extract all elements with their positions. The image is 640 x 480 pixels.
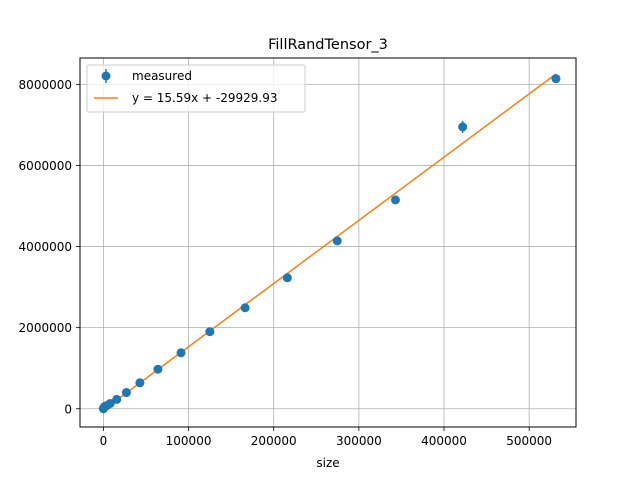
legend-label-fit: y = 15.59x + -29929.93 bbox=[132, 91, 278, 105]
data-points-layer bbox=[98, 74, 561, 414]
x-axis-label: size bbox=[316, 456, 339, 470]
y-tick-label: 4000000 bbox=[19, 240, 72, 254]
legend-entry-fit: y = 15.59x + -29929.93 bbox=[94, 91, 278, 105]
data-point bbox=[205, 327, 215, 337]
data-point bbox=[153, 364, 163, 374]
legend-box bbox=[86, 64, 306, 113]
data-point-marker bbox=[176, 348, 186, 358]
y-tick-label: 2000000 bbox=[19, 321, 72, 335]
data-point-marker bbox=[458, 122, 468, 132]
data-point-marker bbox=[112, 394, 122, 404]
data-point bbox=[105, 398, 115, 408]
data-point-marker bbox=[332, 236, 342, 246]
chart-title: FillRandTensor_3 bbox=[268, 37, 388, 53]
x-tick-label: 300000 bbox=[336, 434, 382, 448]
x-tick-label: 0 bbox=[100, 434, 108, 448]
legend: measured y = 15.59x + -29929.93 bbox=[86, 64, 306, 113]
data-point bbox=[551, 74, 561, 84]
data-point-marker bbox=[390, 195, 400, 205]
x-tick-label: 100000 bbox=[166, 434, 212, 448]
data-point-marker bbox=[205, 327, 215, 337]
plot-area-frame bbox=[79, 57, 577, 428]
x-tick-label: 200000 bbox=[251, 434, 297, 448]
x-tick-label: 500000 bbox=[506, 434, 552, 448]
data-point-marker bbox=[153, 364, 163, 374]
data-point-marker bbox=[105, 398, 115, 408]
data-point-marker bbox=[551, 74, 561, 84]
legend-marker-swatch bbox=[101, 71, 111, 81]
data-point bbox=[458, 120, 468, 134]
y-axis-ticks: 0 2000000 4000000 6000000 8000000 bbox=[19, 78, 80, 416]
data-point bbox=[112, 394, 122, 404]
y-tick-label: 0 bbox=[64, 402, 72, 416]
x-axis-ticks: 0 100000 200000 300000 400000 500000 bbox=[100, 427, 552, 448]
data-point-marker bbox=[240, 303, 250, 313]
data-point bbox=[332, 236, 342, 246]
data-point-marker bbox=[135, 378, 145, 388]
data-point bbox=[135, 378, 145, 388]
data-point bbox=[282, 273, 292, 283]
data-point bbox=[121, 388, 131, 398]
data-point bbox=[176, 348, 186, 358]
x-tick-label: 400000 bbox=[421, 434, 467, 448]
y-tick-label: 6000000 bbox=[19, 159, 72, 173]
legend-label-measured: measured bbox=[132, 69, 192, 83]
data-point-marker bbox=[121, 388, 131, 398]
y-tick-label: 8000000 bbox=[19, 78, 72, 92]
grid bbox=[80, 58, 576, 427]
data-point bbox=[240, 303, 250, 313]
legend-entry-measured: measured bbox=[101, 69, 192, 83]
data-point-marker bbox=[282, 273, 292, 283]
data-point bbox=[390, 195, 400, 205]
